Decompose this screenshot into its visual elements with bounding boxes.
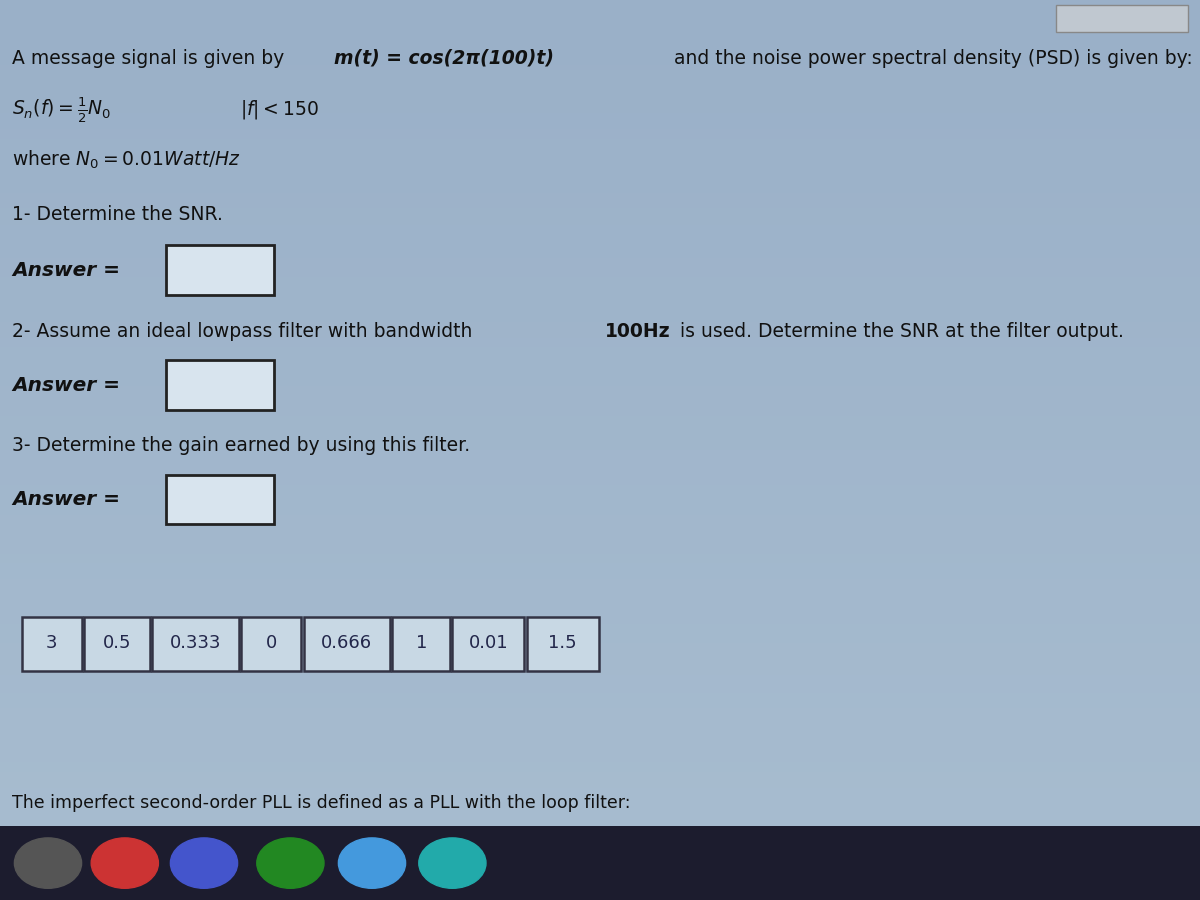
Text: 0.666: 0.666 <box>322 634 372 652</box>
Text: A message signal is given by: A message signal is given by <box>12 49 290 68</box>
FancyBboxPatch shape <box>22 616 82 670</box>
Text: 0: 0 <box>265 634 277 652</box>
Text: 3- Determine the gain earned by using this filter.: 3- Determine the gain earned by using th… <box>12 436 470 455</box>
Circle shape <box>419 838 486 888</box>
Text: Answer =: Answer = <box>12 375 120 395</box>
FancyBboxPatch shape <box>84 616 150 670</box>
Text: Answer =: Answer = <box>12 490 120 509</box>
Circle shape <box>14 838 82 888</box>
Text: 0.5: 0.5 <box>103 634 131 652</box>
Text: 1.5: 1.5 <box>548 634 577 652</box>
Text: and the noise power spectral density (PSD) is given by:: and the noise power spectral density (PS… <box>662 49 1193 68</box>
Circle shape <box>91 838 158 888</box>
FancyBboxPatch shape <box>166 360 274 410</box>
FancyBboxPatch shape <box>241 616 301 670</box>
Circle shape <box>170 838 238 888</box>
Text: where $N_0 = 0.01Watt/Hz$: where $N_0 = 0.01Watt/Hz$ <box>12 149 241 171</box>
FancyBboxPatch shape <box>527 616 599 670</box>
Text: 3: 3 <box>46 634 58 652</box>
Text: $S_n(f) = \frac{1}{2}N_0$: $S_n(f) = \frac{1}{2}N_0$ <box>12 95 112 124</box>
FancyBboxPatch shape <box>392 616 450 670</box>
FancyBboxPatch shape <box>0 826 1200 900</box>
Text: The imperfect second-order PLL is defined as a PLL with the loop filter:: The imperfect second-order PLL is define… <box>12 794 630 812</box>
Text: 0.333: 0.333 <box>170 634 221 652</box>
Text: 1: 1 <box>415 634 427 652</box>
FancyBboxPatch shape <box>1056 4 1188 32</box>
FancyBboxPatch shape <box>304 616 390 670</box>
Text: m(t) = cos(2π(100)t): m(t) = cos(2π(100)t) <box>334 49 553 68</box>
Text: Answer =: Answer = <box>12 260 120 280</box>
FancyBboxPatch shape <box>166 245 274 295</box>
Text: 0.01: 0.01 <box>468 634 509 652</box>
Text: 2- Assume an ideal lowpass filter with bandwidth: 2- Assume an ideal lowpass filter with b… <box>12 321 479 341</box>
Text: is used. Determine the SNR at the filter output.: is used. Determine the SNR at the filter… <box>674 321 1124 341</box>
FancyBboxPatch shape <box>452 616 524 670</box>
FancyBboxPatch shape <box>152 616 239 670</box>
FancyBboxPatch shape <box>166 475 274 524</box>
Circle shape <box>338 838 406 888</box>
Text: $|f| < 150$: $|f| < 150$ <box>240 98 319 122</box>
Text: 100Hz: 100Hz <box>605 321 671 341</box>
Text: 1- Determine the SNR.: 1- Determine the SNR. <box>12 204 223 224</box>
Circle shape <box>257 838 324 888</box>
